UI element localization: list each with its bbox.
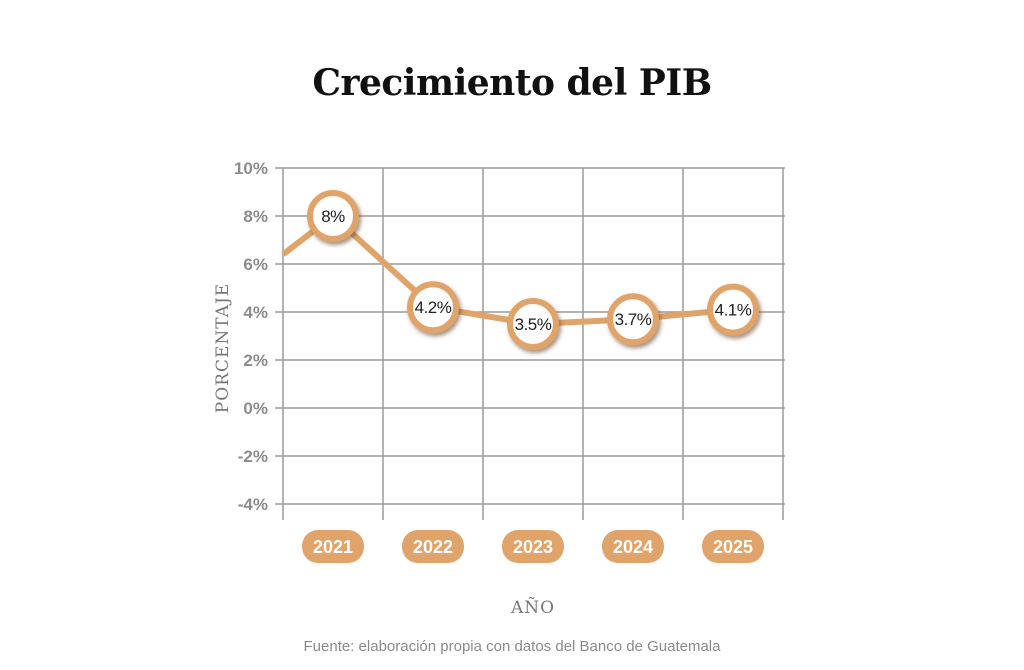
data-point: [607, 293, 659, 346]
x-tick-label: 2024: [613, 537, 653, 557]
x-tick-pill: [602, 530, 664, 563]
data-point: [707, 283, 759, 336]
data-point: [307, 190, 359, 242]
x-tick-label: 2023: [513, 537, 553, 557]
source-note: Fuente: elaboración propia con datos del…: [303, 638, 721, 655]
y-tick-label: 2%: [243, 351, 268, 370]
data-point: [407, 281, 459, 334]
y-tick-label: -2%: [238, 447, 268, 466]
x-tick-pill: [702, 530, 764, 563]
y-tick-label: -4%: [238, 495, 268, 514]
chart-title: Crecimiento del PIB: [312, 62, 712, 104]
x-tick-label: 2025: [713, 537, 753, 557]
x-tick-label: 2021: [313, 537, 353, 557]
x-tick-pill: [502, 530, 564, 563]
data-label: 4.2%: [415, 298, 452, 317]
x-tick-pill: [402, 530, 464, 563]
x-tick-pill: [302, 530, 364, 563]
y-tick-label: 4%: [243, 303, 268, 322]
data-point: [507, 298, 559, 350]
x-axis-label: AÑO: [510, 597, 555, 618]
y-tick-label: 6%: [243, 255, 268, 274]
data-label: 4.1%: [715, 301, 752, 320]
y-tick-label: 8%: [243, 207, 268, 226]
y-tick-label: 0%: [243, 399, 268, 418]
x-tick-label: 2022: [413, 537, 453, 557]
data-label: 3.5%: [515, 315, 552, 334]
y-tick-label: 10%: [234, 159, 268, 178]
data-label: 8%: [321, 207, 345, 226]
y-axis-label: PORCENTAJE: [213, 283, 233, 413]
data-label: 3.7%: [615, 310, 652, 329]
